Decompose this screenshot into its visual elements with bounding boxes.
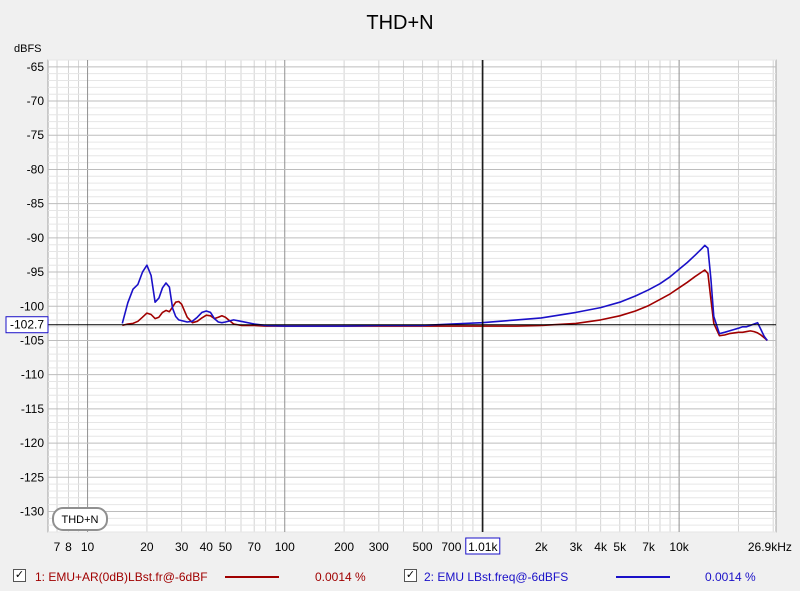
series-layer bbox=[121, 244, 768, 342]
x-tick-label: 50 bbox=[219, 540, 233, 554]
x-tick-label: 300 bbox=[369, 540, 389, 554]
series-1-label: 1: EMU+AR(0dB)LBst.fr@-6dBF bbox=[35, 570, 208, 584]
series-2-value: 0.0014 % bbox=[705, 570, 756, 584]
x-tick-label: 10 bbox=[81, 540, 95, 554]
series-1-swatch bbox=[225, 576, 279, 578]
x-tick-label: 7 bbox=[54, 540, 61, 554]
series-2-swatch bbox=[616, 576, 670, 578]
graph-legend-box-label: THD+N bbox=[62, 514, 99, 526]
y-tick-label: -85 bbox=[27, 197, 45, 211]
graph-legend-box[interactable]: THD+N bbox=[52, 507, 108, 531]
y-tick-label: -115 bbox=[21, 402, 44, 416]
y-tick-label: -105 bbox=[20, 333, 44, 347]
x-tick-label: 40 bbox=[200, 540, 214, 554]
thd-n-chart: THD+N dBFS -65 -70 -75 -80 -85 -90 -95 -100 -105… bbox=[5, 12, 792, 555]
chart-title: THD+N bbox=[366, 12, 433, 34]
x-tick-label: 200 bbox=[334, 540, 354, 554]
x-tick-label: 4k bbox=[594, 540, 608, 554]
legend-entry-series-2[interactable]: ✓ 2: EMU LBst.freq@-6dBFS 0.0014 % bbox=[404, 568, 784, 586]
x-tick-label: 5k bbox=[613, 540, 627, 554]
y-tick-label: -75 bbox=[27, 128, 45, 142]
x-tick-label: 100 bbox=[275, 540, 295, 554]
x-tick-labels: 7 8 10 20 30 40 50 70 100 200 300 500 700 2k 3k 4k 5k 7k 1… bbox=[54, 540, 792, 554]
grid-major bbox=[48, 60, 776, 532]
series-2-line bbox=[121, 244, 768, 341]
y-tick-label: -110 bbox=[21, 368, 44, 382]
cursor-x-readout-box bbox=[465, 537, 501, 555]
y-tick-labels: -65 -70 -75 -80 -85 -90 -95 -100 -105 -110 -115 -12… bbox=[20, 60, 44, 519]
cursor-x-readout: 1.01k bbox=[468, 540, 498, 554]
y-tick-label: -95 bbox=[27, 265, 45, 279]
x-tick-label: 30 bbox=[175, 540, 189, 554]
x-tick-label: 500 bbox=[413, 540, 433, 554]
y-axis-label: dBFS bbox=[14, 43, 42, 55]
legend-entry-series-1[interactable]: ✓ 1: EMU+AR(0dB)LBst.fr@-6dBF 0.0014 % bbox=[13, 568, 393, 586]
y-tick-label: -125 bbox=[20, 470, 44, 484]
y-tick-label: -90 bbox=[27, 231, 45, 245]
x-tick-label: 700 bbox=[441, 540, 461, 554]
x-tick-label: 70 bbox=[248, 540, 262, 554]
series-1-value: 0.0014 % bbox=[315, 570, 366, 584]
plot-area[interactable] bbox=[47, 59, 777, 533]
x-tick-label: 26.9kHz bbox=[748, 540, 792, 554]
series-2-checkbox[interactable]: ✓ bbox=[404, 569, 417, 582]
x-tick-label: 20 bbox=[140, 540, 154, 554]
series-1-checkbox[interactable]: ✓ bbox=[13, 569, 26, 582]
series-legend: ✓ 1: EMU+AR(0dB)LBst.fr@-6dBF 0.0014 % ✓… bbox=[0, 563, 800, 591]
cursor-y-readout: -102.7 bbox=[10, 318, 44, 332]
y-tick-label: -120 bbox=[20, 436, 44, 450]
y-tick-label: -130 bbox=[20, 504, 44, 518]
y-tick-label: -70 bbox=[27, 94, 45, 108]
x-tick-label: 7k bbox=[642, 540, 656, 554]
y-tick-label: -80 bbox=[27, 162, 45, 176]
x-tick-label: 8 bbox=[65, 540, 72, 554]
series-2-label: 2: EMU LBst.freq@-6dBFS bbox=[424, 570, 569, 584]
cursor[interactable]: -102.7 1.01k bbox=[5, 60, 776, 555]
y-tick-label: -65 bbox=[27, 60, 45, 74]
x-tick-label: 2k bbox=[535, 540, 549, 554]
grid-minor bbox=[48, 59, 776, 533]
y-tick-label: -100 bbox=[20, 299, 44, 313]
x-tick-label: 10k bbox=[669, 540, 689, 554]
cursor-y-readout-box bbox=[5, 316, 49, 334]
x-tick-label: 3k bbox=[570, 540, 584, 554]
